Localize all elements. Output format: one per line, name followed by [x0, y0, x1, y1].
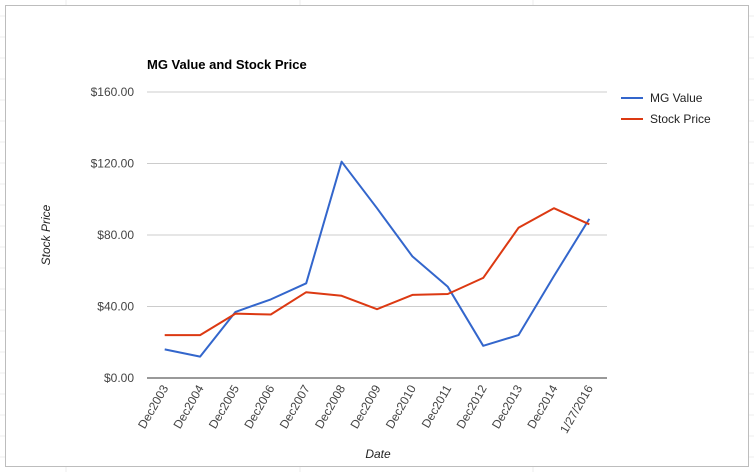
y-tick-label: $0.00 — [104, 371, 134, 385]
y-tick-label: $80.00 — [97, 228, 134, 242]
x-tick-label: Dec2005 — [206, 382, 242, 431]
chart-container[interactable] — [5, 5, 749, 467]
series-lines — [164, 160, 591, 358]
x-tick-label: 1/27/2016 — [557, 382, 596, 436]
x-tick-label: Dec2014 — [524, 382, 560, 431]
x-tick-label: Dec2008 — [312, 382, 348, 431]
y-axis-ticks: $0.00 $40.00 $80.00 $120.00 $160.00 — [91, 85, 135, 385]
legend-label: Stock Price — [650, 112, 711, 126]
x-tick-label: Dec2010 — [383, 382, 419, 431]
x-tick-label: Dec2011 — [419, 382, 455, 430]
y-tick-label: $40.00 — [97, 300, 134, 314]
x-tick-label: Dec2007 — [277, 382, 313, 431]
gridlines — [147, 91, 607, 307]
x-tick-label: Dec2006 — [241, 382, 277, 431]
x-tick-label: Dec2009 — [347, 382, 383, 431]
x-tick-label: Dec2013 — [489, 382, 525, 431]
x-tick-label: Dec2004 — [171, 382, 207, 431]
y-tick-label: $160.00 — [91, 85, 135, 99]
series-line-stock-price — [164, 207, 590, 337]
x-axis-title: Date — [365, 447, 391, 461]
y-tick-label: $120.00 — [91, 157, 135, 171]
x-tick-label: Dec2003 — [135, 382, 171, 431]
x-tick-label: Dec2012 — [454, 382, 490, 431]
legend-label: MG Value — [650, 91, 703, 105]
x-axis-ticks: Dec2003 Dec2004 Dec2005 Dec2006 Dec2007 Dec20… — [135, 382, 596, 436]
series-line-mg-value — [164, 160, 591, 358]
chart-title: MG Value and Stock Price — [147, 57, 307, 72]
y-axis-title: Stock Price — [39, 204, 53, 265]
legend[interactable]: MG Value Stock Price — [621, 91, 711, 126]
